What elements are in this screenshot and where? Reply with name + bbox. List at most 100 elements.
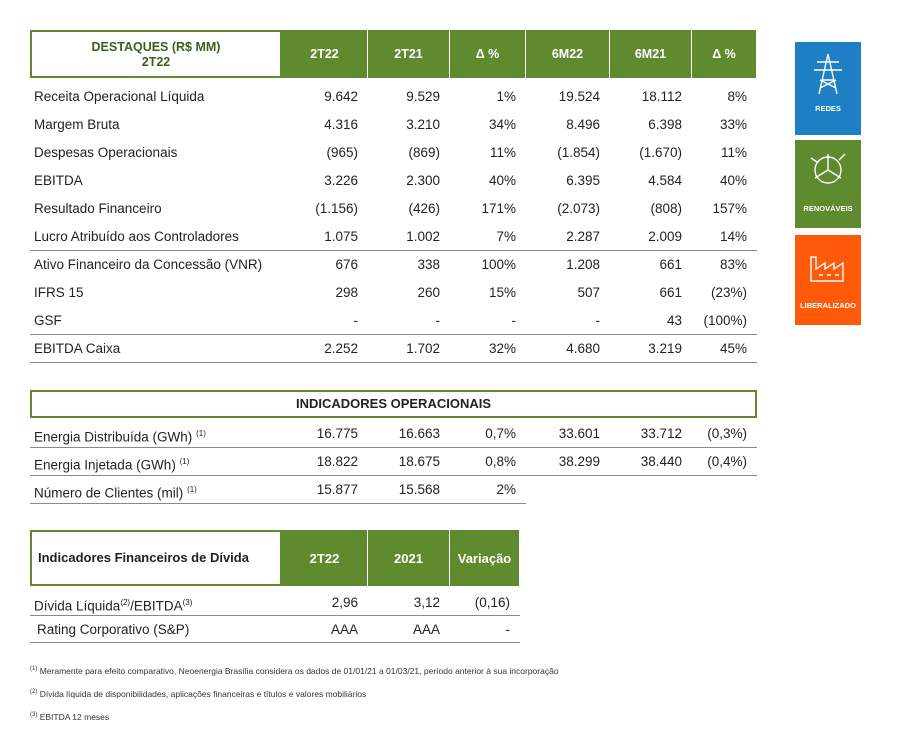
cell-value: 40% (719, 173, 747, 188)
footnote: (1) Meramente para efeito comparativo, N… (30, 666, 730, 680)
footnote-ref: (2) (120, 598, 131, 607)
cell-value: 2,96 (331, 595, 358, 610)
cell-value: 3,12 (413, 595, 440, 610)
cell-value: (1.854) (557, 145, 600, 160)
label-text: Energia Distribuída (GWh) (34, 429, 193, 445)
footnote: (3) EBITDA 12 meses (30, 712, 730, 726)
column-header: Δ % (692, 30, 757, 78)
cell-value: 661 (659, 257, 682, 272)
label-text: Número de Clientes (mil) (34, 485, 184, 501)
cell-value: 1.002 (406, 229, 440, 244)
cell-value: 33.601 (558, 426, 600, 441)
cell-value: 661 (659, 285, 682, 300)
cell-value: 33.712 (640, 426, 682, 441)
cell-value: 34% (488, 117, 516, 132)
row-label: Energia Distribuída (GWh) (1) (34, 420, 282, 448)
row-label: Número de Clientes (mil) (1) (34, 476, 282, 504)
row-rule (30, 503, 526, 504)
cell-value: 157% (712, 201, 747, 216)
row-rule (30, 642, 520, 643)
cell-value: - (435, 313, 441, 328)
cell-value: 2.287 (566, 229, 600, 244)
cell-value: 2% (496, 482, 516, 497)
table-header-title: DESTAQUES (R$ MM) 2T22 (30, 30, 282, 78)
cell-value: 260 (417, 285, 440, 300)
row-label: EBITDA (34, 173, 83, 188)
segment-label: REDES (815, 104, 841, 113)
cell-value: (808) (650, 201, 682, 216)
segment-liberalizado: LIBERALIZADO (795, 235, 861, 325)
cell-value: 171% (481, 201, 516, 216)
column-header: 2021 (368, 530, 450, 586)
cell-value: - (595, 313, 601, 328)
cell-value: 16.775 (316, 426, 358, 441)
column-header: Variação (450, 530, 520, 586)
row-rule (30, 615, 520, 616)
cell-value: (0,4%) (707, 454, 747, 469)
cell-value: 83% (719, 257, 747, 272)
cell-value: 7% (496, 229, 516, 244)
cell-value: 6.395 (566, 173, 600, 188)
cell-value: 338 (417, 257, 440, 272)
tower-icon (814, 53, 842, 95)
cell-value: 18.675 (398, 454, 440, 469)
row-label: Despesas Operacionais (34, 145, 178, 160)
cell-value: 2.009 (648, 229, 682, 244)
segment-redes: REDES (795, 42, 861, 135)
cell-value: 9.529 (406, 89, 440, 104)
row-label: Resultado Financeiro (34, 201, 162, 216)
row-rule (30, 447, 757, 448)
row-label: Dívida Líquida(2)/EBITDA(3) (34, 589, 282, 616)
cell-value: 1.702 (406, 341, 440, 356)
cell-value: 3.219 (648, 341, 682, 356)
column-header: 6M22 (526, 30, 610, 78)
row-label: GSF (34, 313, 62, 328)
cell-value: 15.877 (316, 482, 358, 497)
footnote-mark: (2) (30, 689, 38, 696)
cell-value: - (353, 313, 359, 328)
cell-value: 18.822 (316, 454, 358, 469)
cell-value: (965) (326, 145, 358, 160)
cell-value: (2.073) (557, 201, 600, 216)
column-header: 6M21 (610, 30, 692, 78)
footnote-text: Meramente para efeito comparativo, Neoen… (39, 666, 559, 676)
cell-value: 8.496 (566, 117, 600, 132)
cell-value: 40% (488, 173, 516, 188)
footnote-ref: (1) (196, 429, 206, 438)
segment-renovaveis: RENOVÁVEIS (795, 140, 861, 228)
cell-value: 19.524 (558, 89, 600, 104)
cell-value: 4.584 (648, 173, 682, 188)
cell-value: (23%) (710, 285, 747, 300)
footnote-text: Dívida líquida de disponibilidades, apli… (39, 689, 367, 699)
footnote-mark: (3) (30, 712, 38, 719)
column-header: Δ % (450, 30, 526, 78)
cell-value: 1.075 (324, 229, 358, 244)
cell-value: 38.299 (558, 454, 600, 469)
cell-value: 4.680 (566, 341, 600, 356)
cell-value: 11% (489, 145, 516, 160)
footnote-mark: (1) (30, 666, 38, 673)
subtitle: 2T22 (141, 55, 171, 69)
row-rule (30, 250, 757, 251)
cell-value: 298 (335, 285, 358, 300)
row-label: Rating Corporativo (S&P) (37, 616, 285, 643)
cell-value: 3.226 (324, 173, 358, 188)
label-text: Dívida Líquida (34, 598, 121, 614)
cell-value: (100%) (703, 313, 747, 328)
cell-value: - (511, 313, 517, 328)
row-label: Margem Bruta (34, 117, 120, 132)
cell-value: 507 (577, 285, 600, 300)
cell-value: (0,16) (474, 595, 510, 610)
cell-value: 45% (719, 341, 747, 356)
footnote-text: EBITDA 12 meses (39, 712, 110, 722)
cell-value: 4.316 (324, 117, 358, 132)
footnote-ref: (3) (182, 598, 193, 607)
table-header-title: Indicadores Financeiros de Dívida (30, 530, 282, 586)
label-text: Rating Corporativo (S&P) (37, 622, 190, 637)
cell-value: 2.300 (406, 173, 440, 188)
cell-value: - (505, 622, 511, 637)
cell-value: (0,3%) (707, 426, 747, 441)
title: DESTAQUES (R$ MM) (91, 40, 221, 54)
cell-value: (869) (408, 145, 440, 160)
